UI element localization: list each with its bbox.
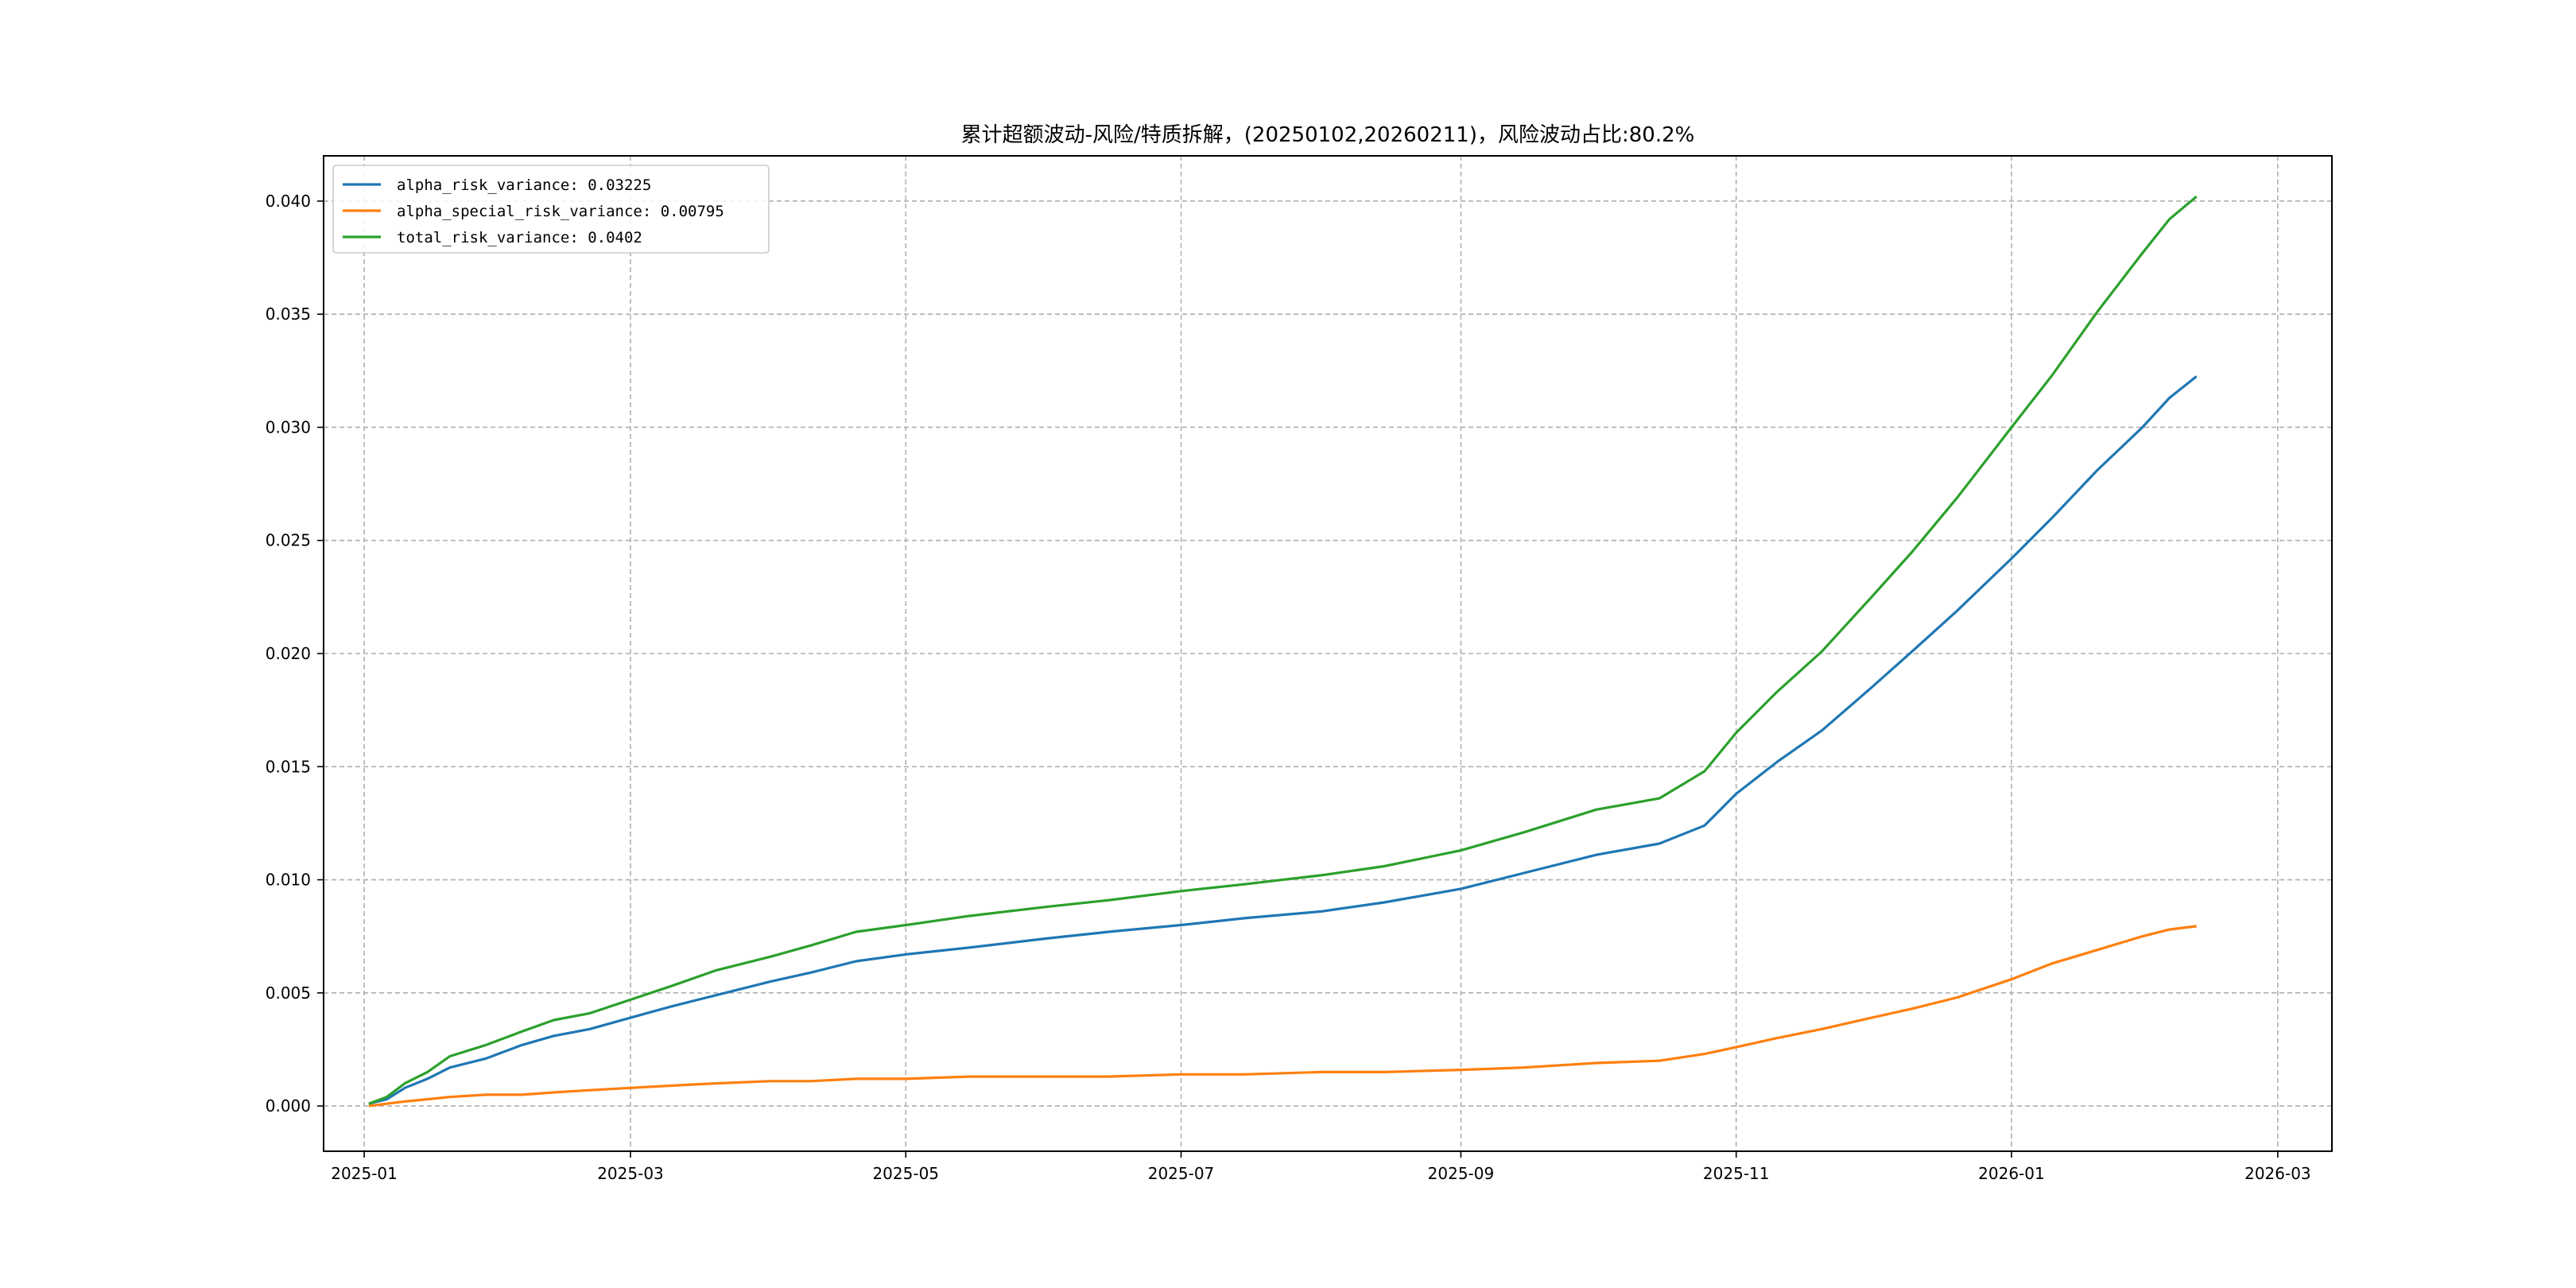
legend-label-0: alpha_risk_variance: 0.03225	[397, 177, 651, 194]
axis-ticks: 2025-01 2025-03 2025-05 2025-07 2025-09 2025-…	[266, 192, 2311, 1183]
legend-label-1: alpha_special_risk_variance: 0.00795	[397, 203, 724, 220]
y-tick-label: 0.035	[266, 305, 311, 324]
x-tick-label: 2025-03	[597, 1164, 664, 1183]
legend: alpha_risk_variance: 0.03225 alpha_specia…	[332, 165, 770, 254]
y-tick-label: 0.025	[266, 531, 311, 550]
x-tick-label: 2025-01	[331, 1164, 398, 1183]
legend-label-2: total_risk_variance: 0.0402	[397, 229, 642, 246]
legend-box	[332, 165, 770, 254]
y-tick-label: 0.010	[266, 871, 311, 890]
series-line-1	[368, 925, 2197, 1108]
x-tick-label: 2025-07	[1148, 1164, 1215, 1183]
x-tick-label: 2026-03	[2244, 1164, 2311, 1183]
x-tick-label: 2025-05	[872, 1164, 939, 1183]
series-lines	[368, 195, 2198, 1108]
y-tick-label: 0.020	[266, 644, 311, 663]
x-tick-label: 2025-11	[1703, 1164, 1770, 1183]
y-tick-label: 0.005	[266, 983, 311, 1003]
y-tick-label: 0.030	[266, 417, 311, 436]
x-tick-label: 2025-09	[1428, 1164, 1495, 1183]
y-tick-label: 0.040	[266, 192, 311, 211]
y-tick-label: 0.015	[266, 757, 311, 776]
y-tick-label: 0.000	[266, 1096, 311, 1115]
x-tick-label: 2026-01	[1978, 1164, 2045, 1183]
series-line-2	[368, 195, 2198, 1105]
series-line-0	[368, 375, 2198, 1105]
chart-title: 累计超额波动-风险/特质拆解，(20250102,20260211)，风险波动占…	[961, 123, 1695, 147]
